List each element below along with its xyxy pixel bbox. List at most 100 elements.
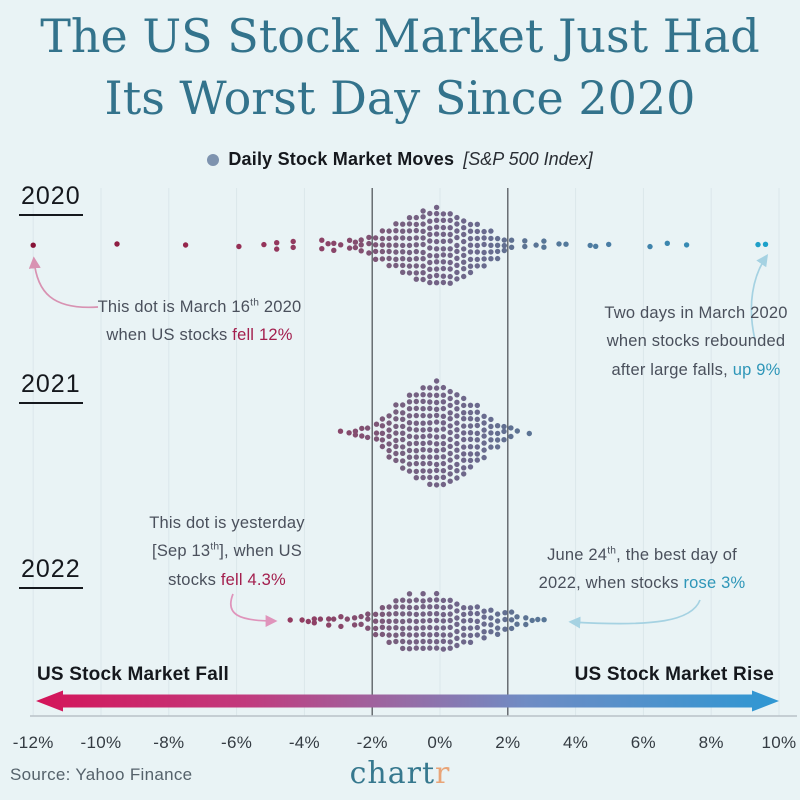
daily-move-dot — [481, 433, 487, 439]
daily-move-dot — [529, 617, 535, 624]
daily-move-dot — [447, 617, 453, 624]
daily-move-dot — [393, 242, 399, 248]
daily-move-dot — [563, 241, 569, 247]
daily-move-dot — [406, 618, 413, 624]
daily-move-dot — [474, 618, 480, 624]
daily-move-dot — [406, 256, 413, 262]
daily-move-dot — [461, 451, 467, 457]
daily-move-dot — [400, 458, 406, 464]
daily-move-dot — [447, 402, 453, 409]
daily-move-dot — [337, 428, 344, 434]
daily-move-dot — [406, 426, 413, 432]
year-label-2022: 2022 — [19, 555, 83, 589]
daily-move-dot — [325, 241, 331, 247]
daily-move-dot — [508, 433, 514, 440]
daily-move-dot — [319, 246, 325, 252]
daily-move-dot — [420, 270, 426, 276]
daily-move-dot — [454, 468, 460, 474]
daily-move-dot — [454, 399, 460, 405]
daily-move-dot — [454, 234, 460, 241]
daily-move-dot — [420, 256, 426, 262]
daily-move-dot — [372, 618, 379, 624]
daily-move-dot — [338, 623, 344, 630]
daily-move-dot — [427, 447, 433, 453]
daily-move-dot — [467, 444, 474, 450]
daily-move-dot — [365, 611, 371, 617]
daily-move-dot — [481, 249, 487, 256]
daily-move-dot — [420, 611, 426, 617]
daily-move-dot — [461, 246, 467, 252]
daily-move-dot — [406, 433, 413, 439]
daily-move-dot — [379, 416, 386, 422]
daily-move-dot — [461, 444, 467, 450]
daily-move-dot — [447, 597, 453, 603]
daily-move-dot — [311, 620, 317, 626]
daily-move-dot — [393, 256, 399, 262]
daily-move-dot — [420, 618, 426, 624]
daily-move-dot — [454, 413, 460, 419]
daily-move-dot — [447, 273, 453, 280]
daily-move-dot — [427, 259, 433, 266]
daily-move-dot — [393, 598, 399, 604]
daily-move-dot — [406, 392, 413, 398]
rise-axis-label: US Stock Market Rise — [574, 664, 774, 685]
daily-move-dot — [413, 448, 419, 454]
daily-move-dot — [351, 622, 358, 628]
daily-move-dot — [427, 433, 433, 439]
daily-move-dot — [541, 244, 547, 250]
daily-move-dot — [508, 237, 515, 243]
daily-move-dot — [474, 263, 480, 269]
daily-move-dot — [433, 378, 440, 384]
daily-move-dot — [427, 645, 433, 651]
annotation-text: when US stocks — [106, 326, 233, 345]
daily-move-dot — [508, 625, 515, 632]
page-title: The US Stock Market Just Had Its Worst D… — [0, 6, 800, 129]
daily-move-dot — [494, 430, 501, 437]
daily-move-dot — [440, 252, 447, 258]
daily-move-dot — [413, 392, 419, 398]
daily-move-dot — [114, 241, 120, 247]
daily-move-dot — [413, 625, 419, 631]
daily-move-dot — [372, 235, 379, 241]
daily-move-dot — [488, 235, 494, 242]
daily-move-dot — [454, 642, 460, 649]
daily-move-dot — [762, 241, 769, 247]
daily-move-dot — [447, 611, 453, 617]
tick-label-2%: 2% — [495, 733, 521, 752]
daily-move-dot — [433, 272, 440, 279]
daily-move-dot — [359, 433, 365, 439]
daily-move-dot — [433, 597, 440, 603]
daily-move-dot — [461, 457, 467, 463]
daily-move-dot — [454, 601, 460, 607]
daily-move-dot — [406, 632, 413, 638]
daily-move-dot — [447, 416, 453, 422]
daily-move-dot — [274, 246, 280, 252]
daily-move-dot — [386, 611, 392, 617]
daily-move-dot — [488, 249, 494, 255]
daily-move-dot — [299, 617, 305, 623]
legend-label: Daily Stock Market Moves — [228, 149, 455, 169]
daily-move-dot — [461, 430, 467, 436]
daily-move-dot — [400, 410, 406, 416]
tick-label-8%: 8% — [698, 733, 724, 752]
daily-move-dot — [467, 228, 474, 234]
daily-move-dot — [379, 631, 386, 638]
legend-dot-icon — [207, 153, 220, 166]
daily-move-dot — [474, 444, 480, 450]
daily-move-dot — [474, 409, 480, 415]
daily-move-dot — [474, 430, 480, 436]
daily-move-dot — [420, 598, 426, 604]
daily-move-dot — [413, 475, 419, 481]
daily-move-dot — [400, 242, 406, 249]
daily-move-dot — [413, 632, 419, 638]
daily-move-dot — [494, 618, 501, 624]
daily-move-dot — [433, 604, 440, 610]
daily-move-dot — [427, 279, 433, 286]
annotation-text: This dot is March 16 — [97, 298, 251, 316]
daily-move-dot — [440, 460, 447, 467]
daily-move-dot — [393, 430, 399, 436]
daily-move-dot — [420, 427, 426, 433]
daily-move-dot — [447, 478, 453, 484]
daily-move-dot — [481, 263, 487, 269]
sep-13-note: This dot is yesterday [Sep 13th], when US… — [138, 509, 316, 594]
